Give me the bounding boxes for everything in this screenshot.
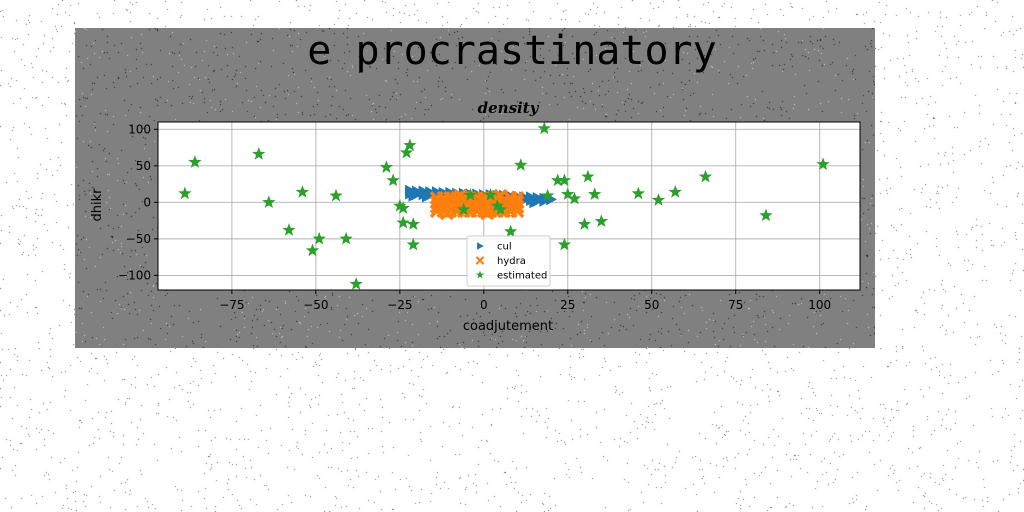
series-layer: [178, 121, 830, 290]
point-estimated: [577, 217, 592, 230]
point-estimated: [406, 237, 420, 251]
series-hydra: [429, 188, 525, 221]
point-estimated: [463, 188, 478, 201]
point-estimated: [339, 231, 353, 245]
point-estimated: [514, 158, 528, 171]
point-hydra: [480, 206, 495, 221]
y-tick-label: −100: [118, 268, 151, 282]
figure-suptitle: e procrastinatory: [307, 28, 717, 74]
point-estimated: [457, 202, 471, 216]
point-hydra: [453, 188, 468, 203]
point-estimated: [403, 138, 417, 152]
point-estimated: [561, 187, 575, 200]
point-estimated: [668, 185, 682, 198]
point-estimated: [557, 237, 572, 251]
legend-box: [466, 235, 551, 287]
point-estimated: [581, 169, 595, 183]
point-estimated: [393, 199, 407, 212]
point-estimated: [759, 208, 773, 222]
point-estimated: [537, 121, 551, 135]
x-axis-ticks: −75 −50 −25 0 25 50 75 100: [219, 290, 831, 312]
point-estimated: [178, 186, 192, 200]
legend-label: cul: [497, 242, 512, 253]
legend-marker-estimated: [475, 270, 485, 279]
legend-label: hydra: [497, 256, 526, 267]
point-estimated: [252, 147, 266, 160]
point-estimated: [631, 186, 645, 200]
x-tick-label: 25: [560, 298, 575, 312]
point-cul: [421, 190, 433, 203]
x-tick-label: 75: [728, 298, 743, 312]
point-estimated: [188, 155, 202, 168]
point-hydra: [439, 206, 454, 221]
legend-marker-hydra: [475, 256, 485, 265]
point-estimated: [282, 223, 296, 236]
y-tick-label: 0: [143, 195, 151, 209]
chart-title: density: [478, 99, 540, 117]
point-hydra: [473, 193, 488, 208]
point-estimated: [587, 187, 602, 200]
point-estimated: [567, 191, 582, 205]
legend-marker-cul: [477, 242, 484, 250]
y-tick-label: 100: [128, 122, 151, 136]
point-cul: [539, 194, 551, 207]
point-estimated: [396, 201, 410, 214]
point-estimated: [399, 145, 414, 159]
point-estimated: [386, 173, 400, 187]
point-estimated: [329, 188, 343, 202]
point-cul: [408, 189, 420, 202]
point-estimated: [594, 214, 609, 227]
y-axis-label: dhikr: [90, 188, 105, 222]
point-estimated: [406, 217, 420, 230]
point-estimated: [349, 277, 363, 290]
y-tick-label: −50: [126, 232, 151, 246]
point-cul: [529, 196, 541, 209]
point-hydra: [493, 188, 508, 203]
point-estimated: [396, 215, 410, 229]
point-estimated: [540, 188, 555, 202]
point-estimated: [816, 157, 830, 171]
legend-label: estimated: [497, 271, 547, 282]
point-estimated: [493, 202, 508, 216]
point-estimated: [295, 185, 310, 198]
point-estimated: [698, 169, 713, 183]
point-estimated: [651, 193, 666, 206]
point-estimated: [379, 160, 394, 173]
x-axis-label: coadjutement: [463, 319, 553, 334]
point-estimated: [551, 173, 565, 187]
point-estimated: [504, 224, 518, 238]
x-tick-label: 0: [480, 298, 488, 312]
x-tick-label: −50: [303, 298, 328, 312]
x-tick-label: 50: [644, 298, 659, 312]
point-estimated: [490, 199, 504, 212]
x-tick-label: −25: [387, 298, 412, 312]
point-estimated: [557, 173, 572, 187]
legend: cul hydra estimated: [466, 235, 551, 287]
plot-frame: [157, 121, 861, 291]
point-estimated: [262, 195, 276, 209]
x-tick-label: 100: [808, 298, 831, 312]
series-estimated: [178, 121, 830, 290]
y-axis-ticks: 100 50 0 −50 −100: [118, 122, 158, 282]
point-hydra: [510, 204, 525, 219]
point-estimated: [312, 231, 326, 245]
x-tick-label: −75: [219, 298, 244, 312]
point-estimated: [483, 188, 498, 201]
y-tick-label: 50: [136, 159, 151, 173]
point-estimated: [305, 243, 320, 257]
